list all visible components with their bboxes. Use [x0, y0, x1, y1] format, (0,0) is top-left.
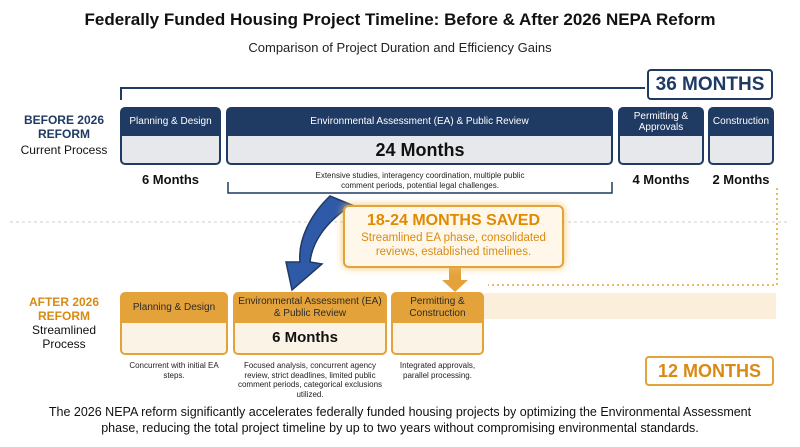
savings-arrow — [442, 268, 468, 292]
phase-note: Focused analysis, concurrent agency revi… — [237, 361, 383, 399]
phase-note: Integrated approvals, parallel processin… — [399, 361, 476, 380]
phase-header: Planning & Design — [120, 292, 228, 323]
after-sublabel: Streamlined Process — [31, 323, 97, 352]
before-label: BEFORE 2026 REFORM — [23, 113, 105, 142]
phase-duration: 24 Months — [375, 140, 465, 160]
phase-header: Planning & Design — [120, 107, 221, 136]
before-sublabel: Current Process — [20, 143, 108, 157]
after-total: 12 MONTHS — [645, 356, 774, 386]
subtitle: Comparison of Project Duration and Effic… — [248, 40, 552, 55]
phase-note: Concurrent with initial EA steps. — [129, 361, 219, 380]
phase-header: Environmental Assessment (EA) & Public R… — [226, 107, 613, 136]
title: Federally Funded Housing Project Timelin… — [84, 10, 716, 29]
phase-body — [618, 136, 704, 165]
after-label: AFTER 2026 REFORM — [28, 295, 100, 324]
footer: The 2026 NEPA reform significantly accel… — [48, 405, 752, 435]
phase-duration: 6 Months — [272, 329, 338, 346]
link-line — [488, 188, 778, 286]
savings-title: 18-24 MONTHS SAVED — [366, 212, 541, 229]
phase-duration: 2 Months — [712, 172, 770, 187]
before-bracket — [120, 87, 645, 100]
phase-duration: 6 Months — [141, 172, 200, 187]
phase-header: Construction — [708, 107, 774, 136]
before-total: 36 MONTHS — [647, 69, 773, 100]
phase-body — [708, 136, 774, 165]
phase-note: Extensive studies, interagency coordinat… — [315, 171, 525, 190]
phase-header: Environmental Assessment (EA) & Public R… — [233, 292, 387, 323]
phase-header: Permitting & Approvals — [618, 107, 704, 136]
phase-body — [120, 136, 221, 165]
savings-text: Streamlined EA phase, consolidated revie… — [361, 232, 546, 258]
phase-body — [226, 136, 613, 165]
phase-body — [233, 323, 387, 355]
phase-duration: 4 Months — [632, 172, 690, 187]
phase-header: Permitting & Construction — [391, 292, 484, 323]
phase-body — [120, 323, 228, 355]
after-band — [484, 293, 776, 319]
savings-box — [343, 205, 564, 268]
reduction-arrow — [285, 195, 354, 292]
ea-bracket — [227, 182, 613, 194]
phase-body — [391, 323, 484, 355]
